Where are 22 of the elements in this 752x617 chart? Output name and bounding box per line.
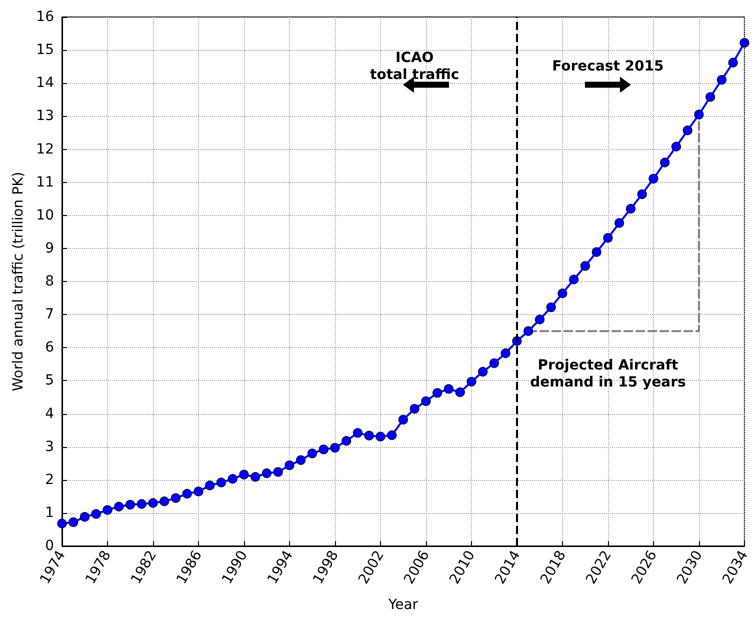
y-tick-label: 12 <box>36 141 54 158</box>
annotation: Forecast 2015 <box>552 58 664 75</box>
annotation: Projected Aircraft demand in 15 years <box>530 358 686 391</box>
y-tick-label: 13 <box>36 108 54 124</box>
x-axis-title: Year <box>387 597 418 613</box>
y-tick-label: 11 <box>36 174 54 190</box>
y-axis-title: World annual traffic (trillion PK) <box>10 172 26 392</box>
annotation: ICAO total traffic <box>370 50 460 84</box>
y-tick-label: 6 <box>45 340 54 356</box>
y-tick-label: 15 <box>36 42 54 58</box>
y-tick-label: 10 <box>36 207 54 224</box>
y-tick-label: 3 <box>45 438 54 455</box>
y-tick-label: 2 <box>45 472 54 488</box>
y-tick-label: 8 <box>45 274 54 290</box>
y-tick-label: 5 <box>45 372 54 389</box>
y-tick-label: 16 <box>36 9 54 25</box>
y-tick-label: 0 <box>45 538 54 554</box>
y-tick-label: 4 <box>45 406 54 422</box>
y-tick-label: 14 <box>36 75 54 92</box>
y-tick-label: 9 <box>45 240 54 256</box>
y-tick-label: 7 <box>45 306 54 323</box>
y-tick-label: 1 <box>45 504 54 521</box>
